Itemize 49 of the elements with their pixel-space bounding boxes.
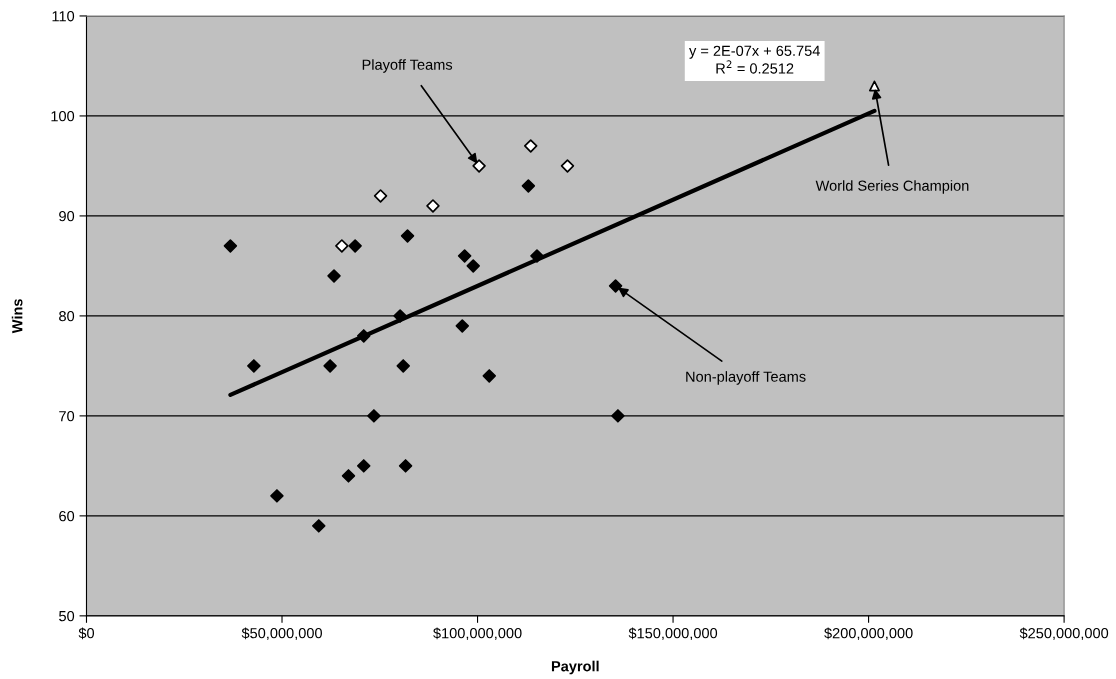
x-tick-label: $50,000,000 xyxy=(241,627,322,641)
y-tick-label: 80 xyxy=(59,311,75,322)
y-tick-label: 100 xyxy=(51,111,75,122)
x-tick-label: $0 xyxy=(78,627,95,640)
y-tick-label: 60 xyxy=(59,510,75,522)
point xyxy=(608,279,623,293)
annotation: Playoff Teams xyxy=(362,59,453,73)
point xyxy=(223,239,238,253)
point xyxy=(357,329,371,343)
x-tick-label: $150,000,000 xyxy=(628,627,718,641)
point xyxy=(457,249,472,263)
x-tick-label: $100,000,000 xyxy=(433,627,522,641)
x-tick-label: $250,000,000 xyxy=(1019,627,1109,641)
point xyxy=(367,409,381,423)
point xyxy=(396,359,410,373)
point xyxy=(270,489,284,503)
point xyxy=(523,139,538,153)
point xyxy=(521,179,536,193)
point xyxy=(373,189,388,203)
point xyxy=(398,459,413,473)
y-tick-label: 70 xyxy=(59,410,75,422)
point xyxy=(482,369,496,383)
point xyxy=(335,239,349,253)
point xyxy=(327,269,341,283)
y-tick-label: 50 xyxy=(59,610,75,622)
annotation: Non-playoff Teams xyxy=(686,371,806,385)
point xyxy=(400,229,415,243)
point xyxy=(868,80,880,92)
point xyxy=(348,239,362,253)
point xyxy=(312,519,326,533)
point xyxy=(530,249,544,263)
y-tick-label: 110 xyxy=(52,11,75,22)
point xyxy=(426,199,440,213)
point xyxy=(611,409,625,423)
point xyxy=(560,159,575,173)
point xyxy=(341,469,356,483)
point xyxy=(323,359,337,373)
point xyxy=(357,459,371,473)
annotation: World Series Champion xyxy=(815,180,969,194)
point xyxy=(393,309,407,323)
annotation: y = 2E-07x + 65.754 R$^{2}$ = 0.2512 xyxy=(689,45,820,74)
point xyxy=(472,159,486,173)
y-axis-title: Wins xyxy=(11,299,23,334)
point xyxy=(247,359,261,373)
y-tick-label: 90 xyxy=(59,211,75,222)
point xyxy=(466,259,480,273)
point xyxy=(455,319,470,333)
x-axis-title: Payroll xyxy=(551,660,599,675)
x-tick-label: $200,000,000 xyxy=(824,627,913,641)
